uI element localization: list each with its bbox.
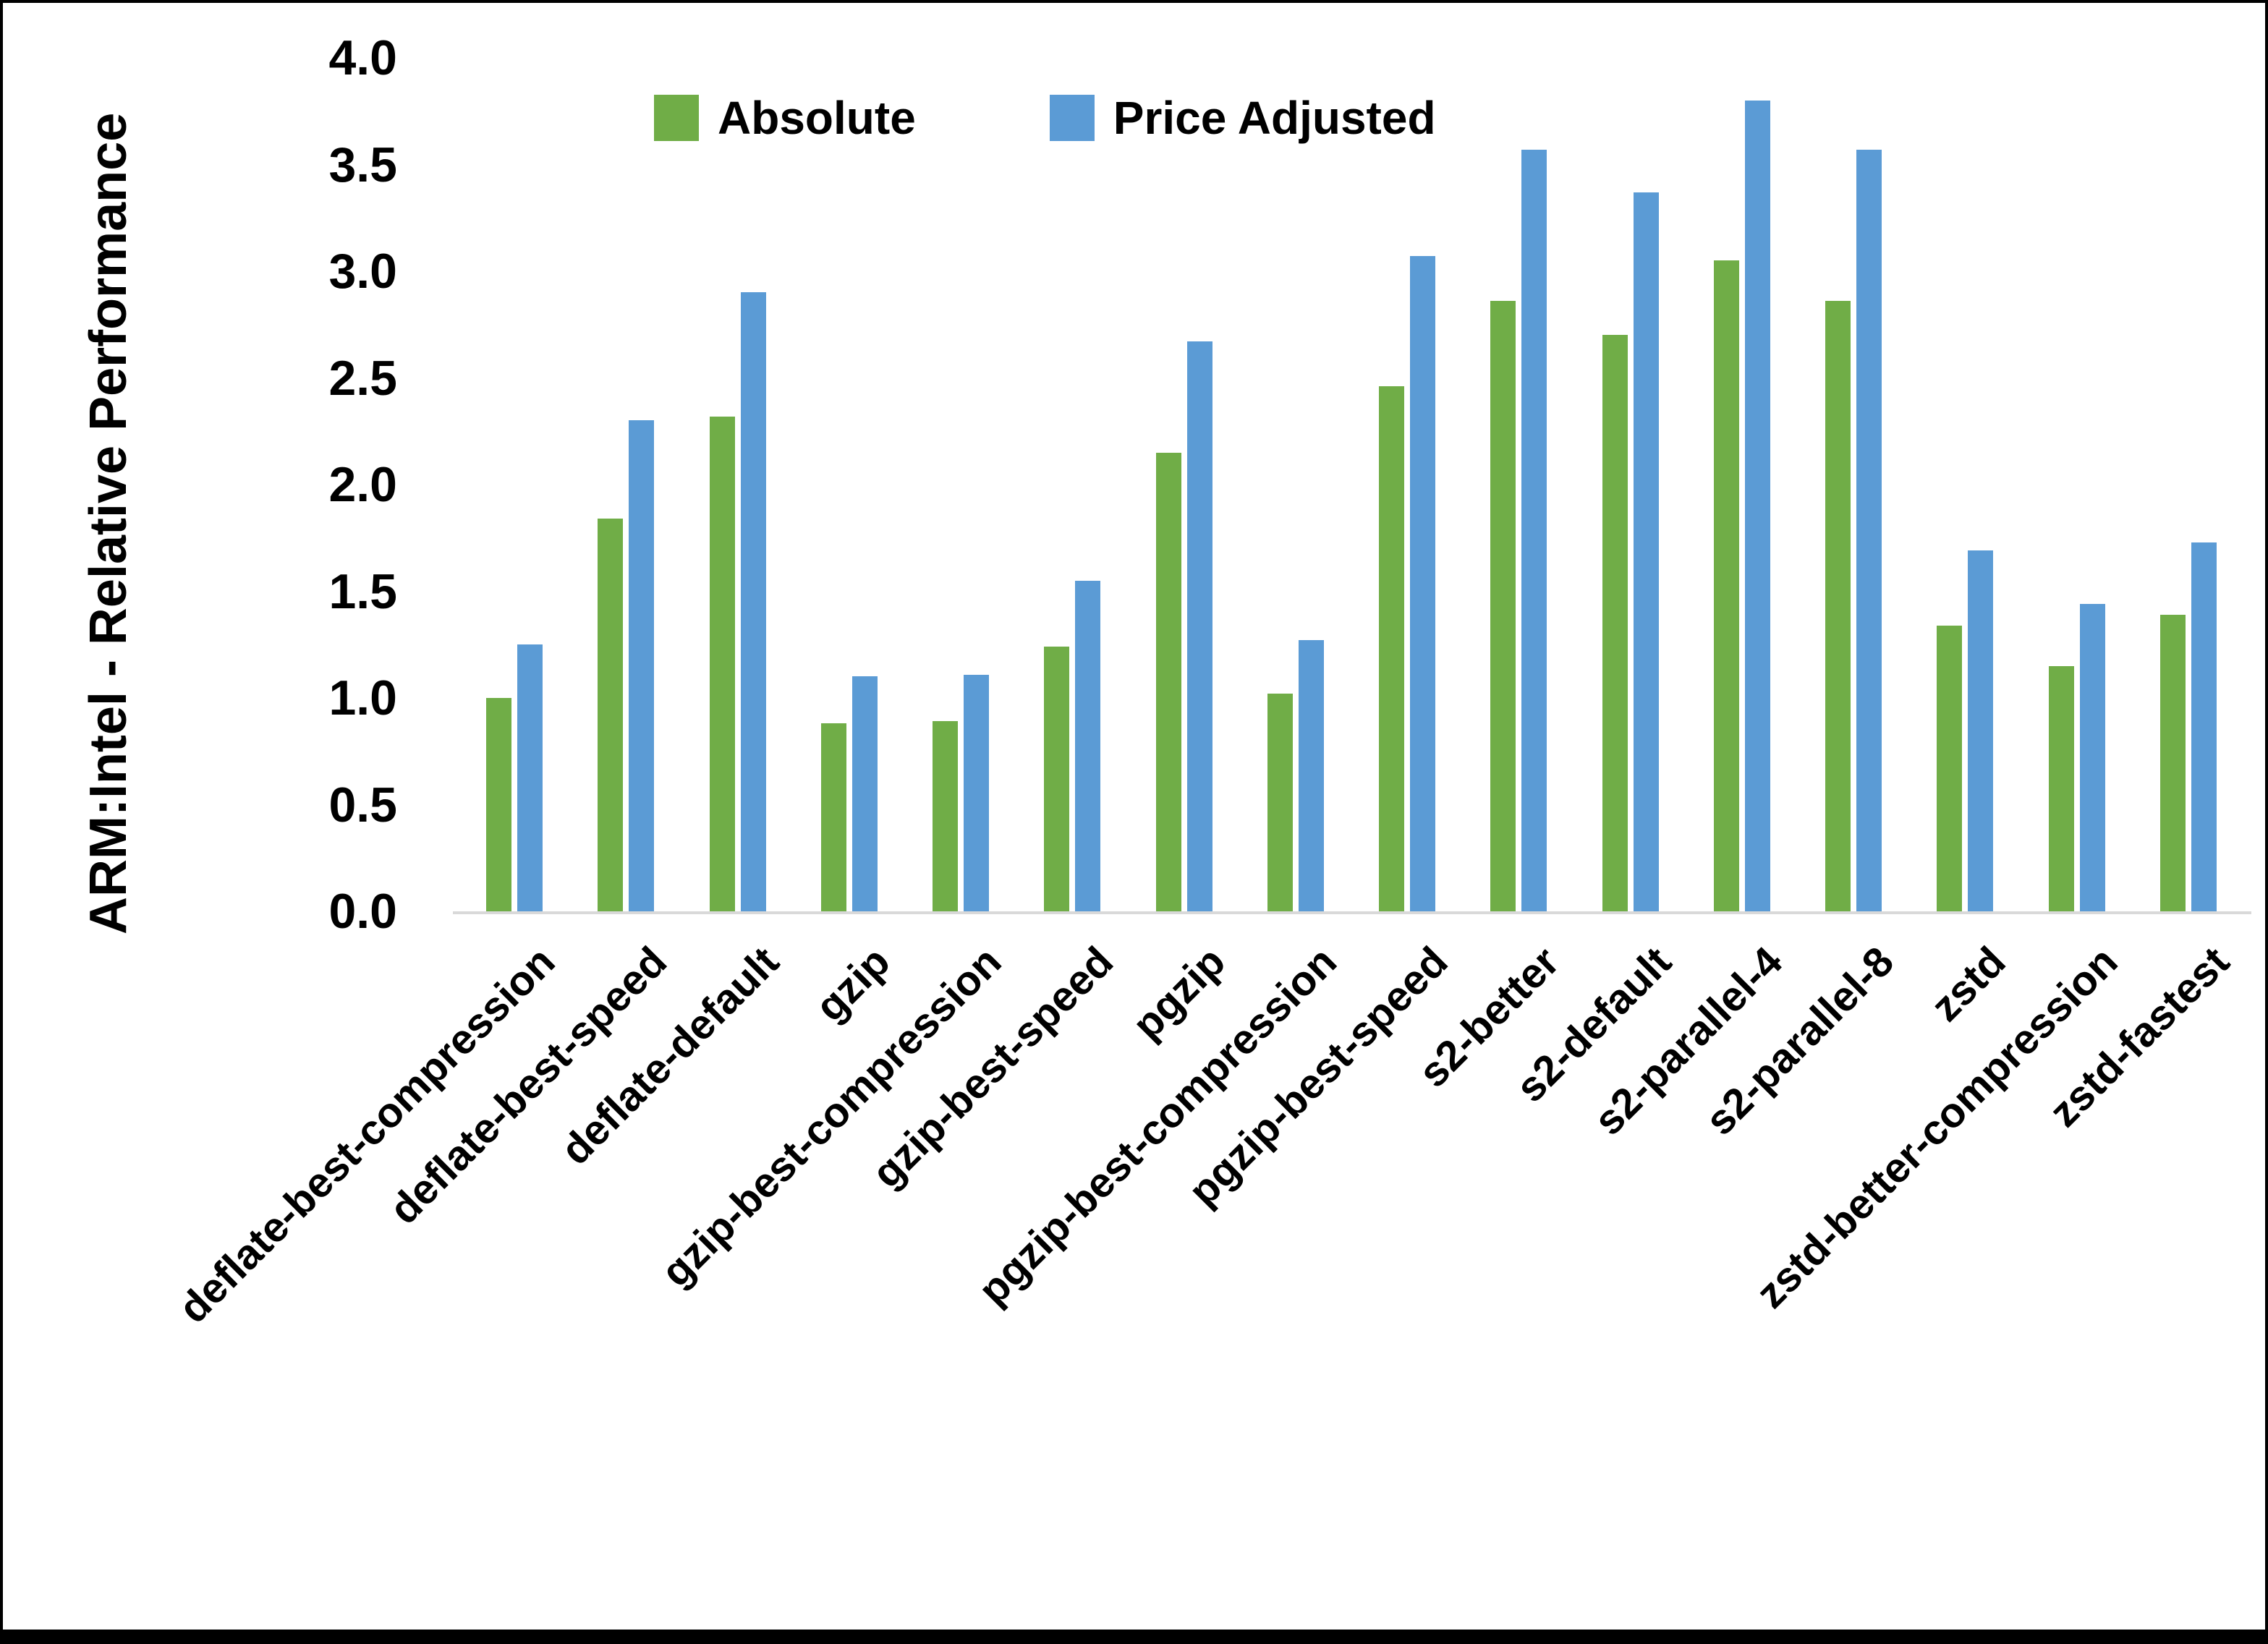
y-tick-label: 3.0: [328, 244, 397, 299]
y-tick-label: 3.5: [328, 137, 397, 192]
bar-price-adjusted: [1521, 150, 1547, 911]
legend-item-absolute: Absolute: [654, 91, 916, 145]
bar-absolute: [1044, 647, 1069, 911]
y-tick-label: 1.0: [328, 670, 397, 725]
legend-label-price-adjusted: Price Adjusted: [1113, 92, 1436, 144]
bar-price-adjusted: [1856, 150, 1882, 911]
bar-absolute: [1937, 626, 1962, 911]
price-adjusted-series-swatch-icon: [1049, 95, 1095, 141]
legend-item-price-adjusted: Price Adjusted: [1049, 91, 1436, 145]
y-tick-label: 1.5: [328, 563, 397, 619]
y-tick-label: 2.0: [328, 457, 397, 512]
bar-price-adjusted: [2191, 542, 2217, 911]
bar-absolute: [2160, 615, 2186, 911]
bar-price-adjusted: [1745, 101, 1770, 911]
y-tick-label: 2.5: [328, 350, 397, 406]
y-axis-title: ARM:Intel - Relative Performance: [80, 112, 137, 935]
bar-absolute: [1379, 386, 1404, 911]
bar-absolute: [1825, 301, 1851, 911]
y-tick-label: 4.0: [328, 30, 397, 85]
plot-area: ARM:Intel - Relative Performance 0.0 0.5 1…: [3, 3, 2265, 1630]
bar-price-adjusted: [741, 292, 766, 911]
bar-absolute: [486, 698, 511, 911]
bar-absolute: [2049, 666, 2074, 911]
y-tick-label: 0.5: [328, 777, 397, 832]
bar-price-adjusted: [1634, 192, 1659, 911]
x-axis-line: [453, 911, 2251, 914]
bar-absolute: [598, 519, 623, 911]
bar-price-adjusted: [1410, 256, 1435, 911]
bar-absolute: [710, 417, 735, 911]
bar-price-adjusted: [1187, 341, 1212, 911]
bar-price-adjusted: [1075, 581, 1100, 911]
bar-absolute: [1156, 453, 1181, 911]
bar-absolute: [1490, 301, 1516, 911]
bar-absolute: [1602, 335, 1628, 911]
bar-price-adjusted: [517, 644, 543, 911]
y-tick-label: 0.0: [328, 884, 397, 939]
bar-absolute: [933, 721, 958, 911]
bar-price-adjusted: [2080, 604, 2105, 911]
absolute-series-swatch-icon: [654, 95, 699, 141]
bar-price-adjusted: [629, 420, 654, 911]
x-category-label: gzip: [806, 937, 899, 1031]
bar-price-adjusted: [852, 676, 878, 911]
bar-absolute: [1714, 260, 1739, 911]
bar-price-adjusted: [1299, 640, 1324, 911]
legend: Absolute Price Adjusted: [654, 91, 1436, 145]
x-category-label: zstd: [1921, 937, 2015, 1031]
legend-label-absolute: Absolute: [718, 92, 916, 144]
bar-price-adjusted: [964, 675, 989, 911]
bar-absolute: [821, 723, 846, 911]
bar-price-adjusted: [1968, 550, 1993, 911]
bar-absolute: [1267, 694, 1293, 911]
